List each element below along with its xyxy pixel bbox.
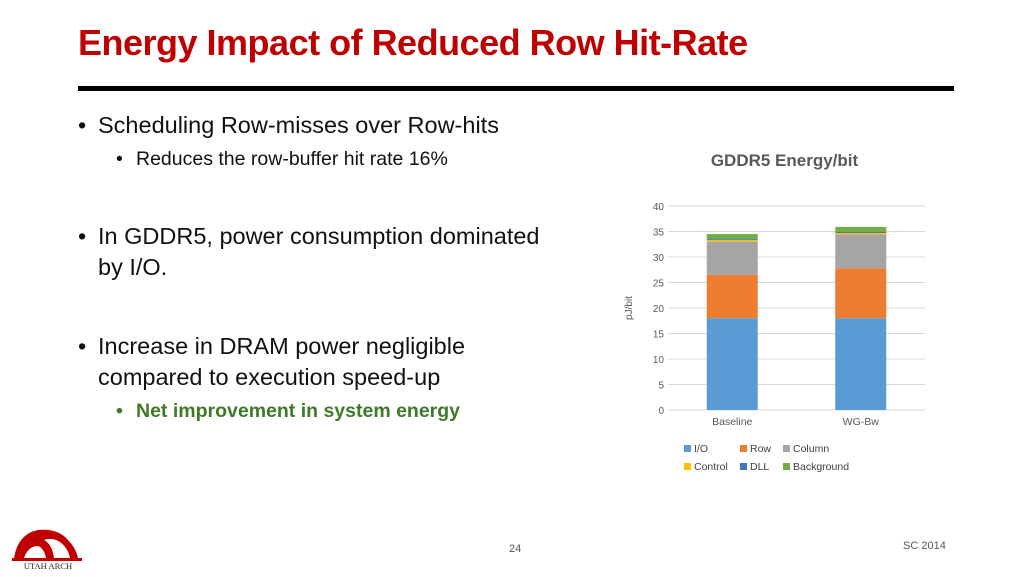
bullet-gddr5-text: In GDDR5, power consumption dominated by…: [98, 223, 540, 280]
y-tick-label: 25: [653, 279, 665, 290]
chart-title: GDDR5 Energy/bit: [711, 151, 859, 170]
legend-swatch: [740, 445, 747, 452]
y-tick-label: 30: [653, 253, 665, 264]
y-tick-label: 5: [658, 381, 664, 392]
slide-title: Energy Impact of Reduced Row Hit-Rate: [78, 22, 748, 63]
bar-segment-io: [835, 318, 887, 410]
legend-label: I/O: [694, 443, 708, 455]
y-axis-label: pJ/bit: [624, 296, 635, 320]
bullet-scheduling: • Scheduling Row-misses over Row-hits: [78, 110, 548, 141]
bar-segment-dll: [706, 239, 758, 241]
subbullet-hit-rate-text: Reduces the row-buffer hit rate 16%: [136, 148, 448, 170]
y-tick-label: 10: [653, 355, 665, 366]
y-tick-label: 20: [653, 304, 665, 315]
x-category-label: Baseline: [712, 416, 752, 428]
bar-segment-background: [706, 234, 758, 240]
subbullet-net-improvement-text: Net improvement in system energy: [136, 400, 461, 422]
title-divider: [78, 86, 954, 91]
legend-label: Row: [750, 443, 771, 455]
energy-chart: GDDR5 Energy/bit 0 5 10 15 20 25 30 35 40 pJ/bit Ba…: [600, 140, 960, 500]
conference-label: SC 2014: [903, 540, 946, 552]
bullet-dram-power: • Increase in DRAM power negligible comp…: [78, 331, 548, 393]
legend-swatch: [684, 463, 691, 470]
bullet-dot: •: [116, 400, 123, 422]
bullet-dot: •: [116, 148, 123, 170]
page-number: 24: [509, 543, 522, 555]
bullet-dot: •: [78, 333, 87, 359]
bullet-list: • Scheduling Row-misses over Row-hits • …: [78, 110, 548, 425]
bar-segment-control: [835, 233, 887, 235]
bullet-gddr5: • In GDDR5, power consumption dominated …: [78, 221, 548, 283]
bullet-dram-power-text: Increase in DRAM power negligible compar…: [98, 333, 466, 390]
y-tick-label: 40: [653, 202, 665, 213]
bar-segment-row: [835, 268, 887, 319]
bar-segment-io: [706, 318, 758, 410]
bar-segment-control: [706, 240, 758, 242]
legend-swatch: [783, 445, 790, 452]
bar-segment-dll: [835, 232, 887, 234]
legend-swatch: [740, 463, 747, 470]
legend-swatch: [783, 463, 790, 470]
bar-segment-column: [835, 234, 887, 269]
bar-segment-column: [706, 241, 758, 275]
bullet-dot: •: [78, 112, 87, 138]
subbullet-hit-rate: • Reduces the row-buffer hit rate 16%: [78, 145, 548, 173]
y-tick-label: 0: [658, 406, 664, 417]
svg-text:UTAH ARCH: UTAH ARCH: [24, 561, 72, 571]
subbullet-net-improvement: • Net improvement in system energy: [78, 397, 548, 425]
bar-segment-row: [706, 274, 758, 319]
legend-label: DLL: [750, 461, 769, 473]
legend-label: Control: [694, 461, 728, 473]
y-tick-label: 35: [653, 228, 665, 239]
legend-label: Background: [793, 461, 849, 473]
bullet-dot: •: [78, 223, 87, 249]
x-category-label: WG-Bw: [843, 416, 880, 428]
legend-swatch: [684, 445, 691, 452]
bullet-scheduling-text: Scheduling Row-misses over Row-hits: [98, 112, 499, 138]
legend-label: Column: [793, 443, 829, 455]
y-tick-label: 15: [653, 330, 665, 341]
energy-chart-svg: GDDR5 Energy/bit 0 5 10 15 20 25 30 35 40 pJ/bit Ba…: [624, 151, 925, 473]
utah-arch-logo: UTAH ARCH: [8, 522, 88, 572]
bar-segment-background: [835, 226, 887, 233]
